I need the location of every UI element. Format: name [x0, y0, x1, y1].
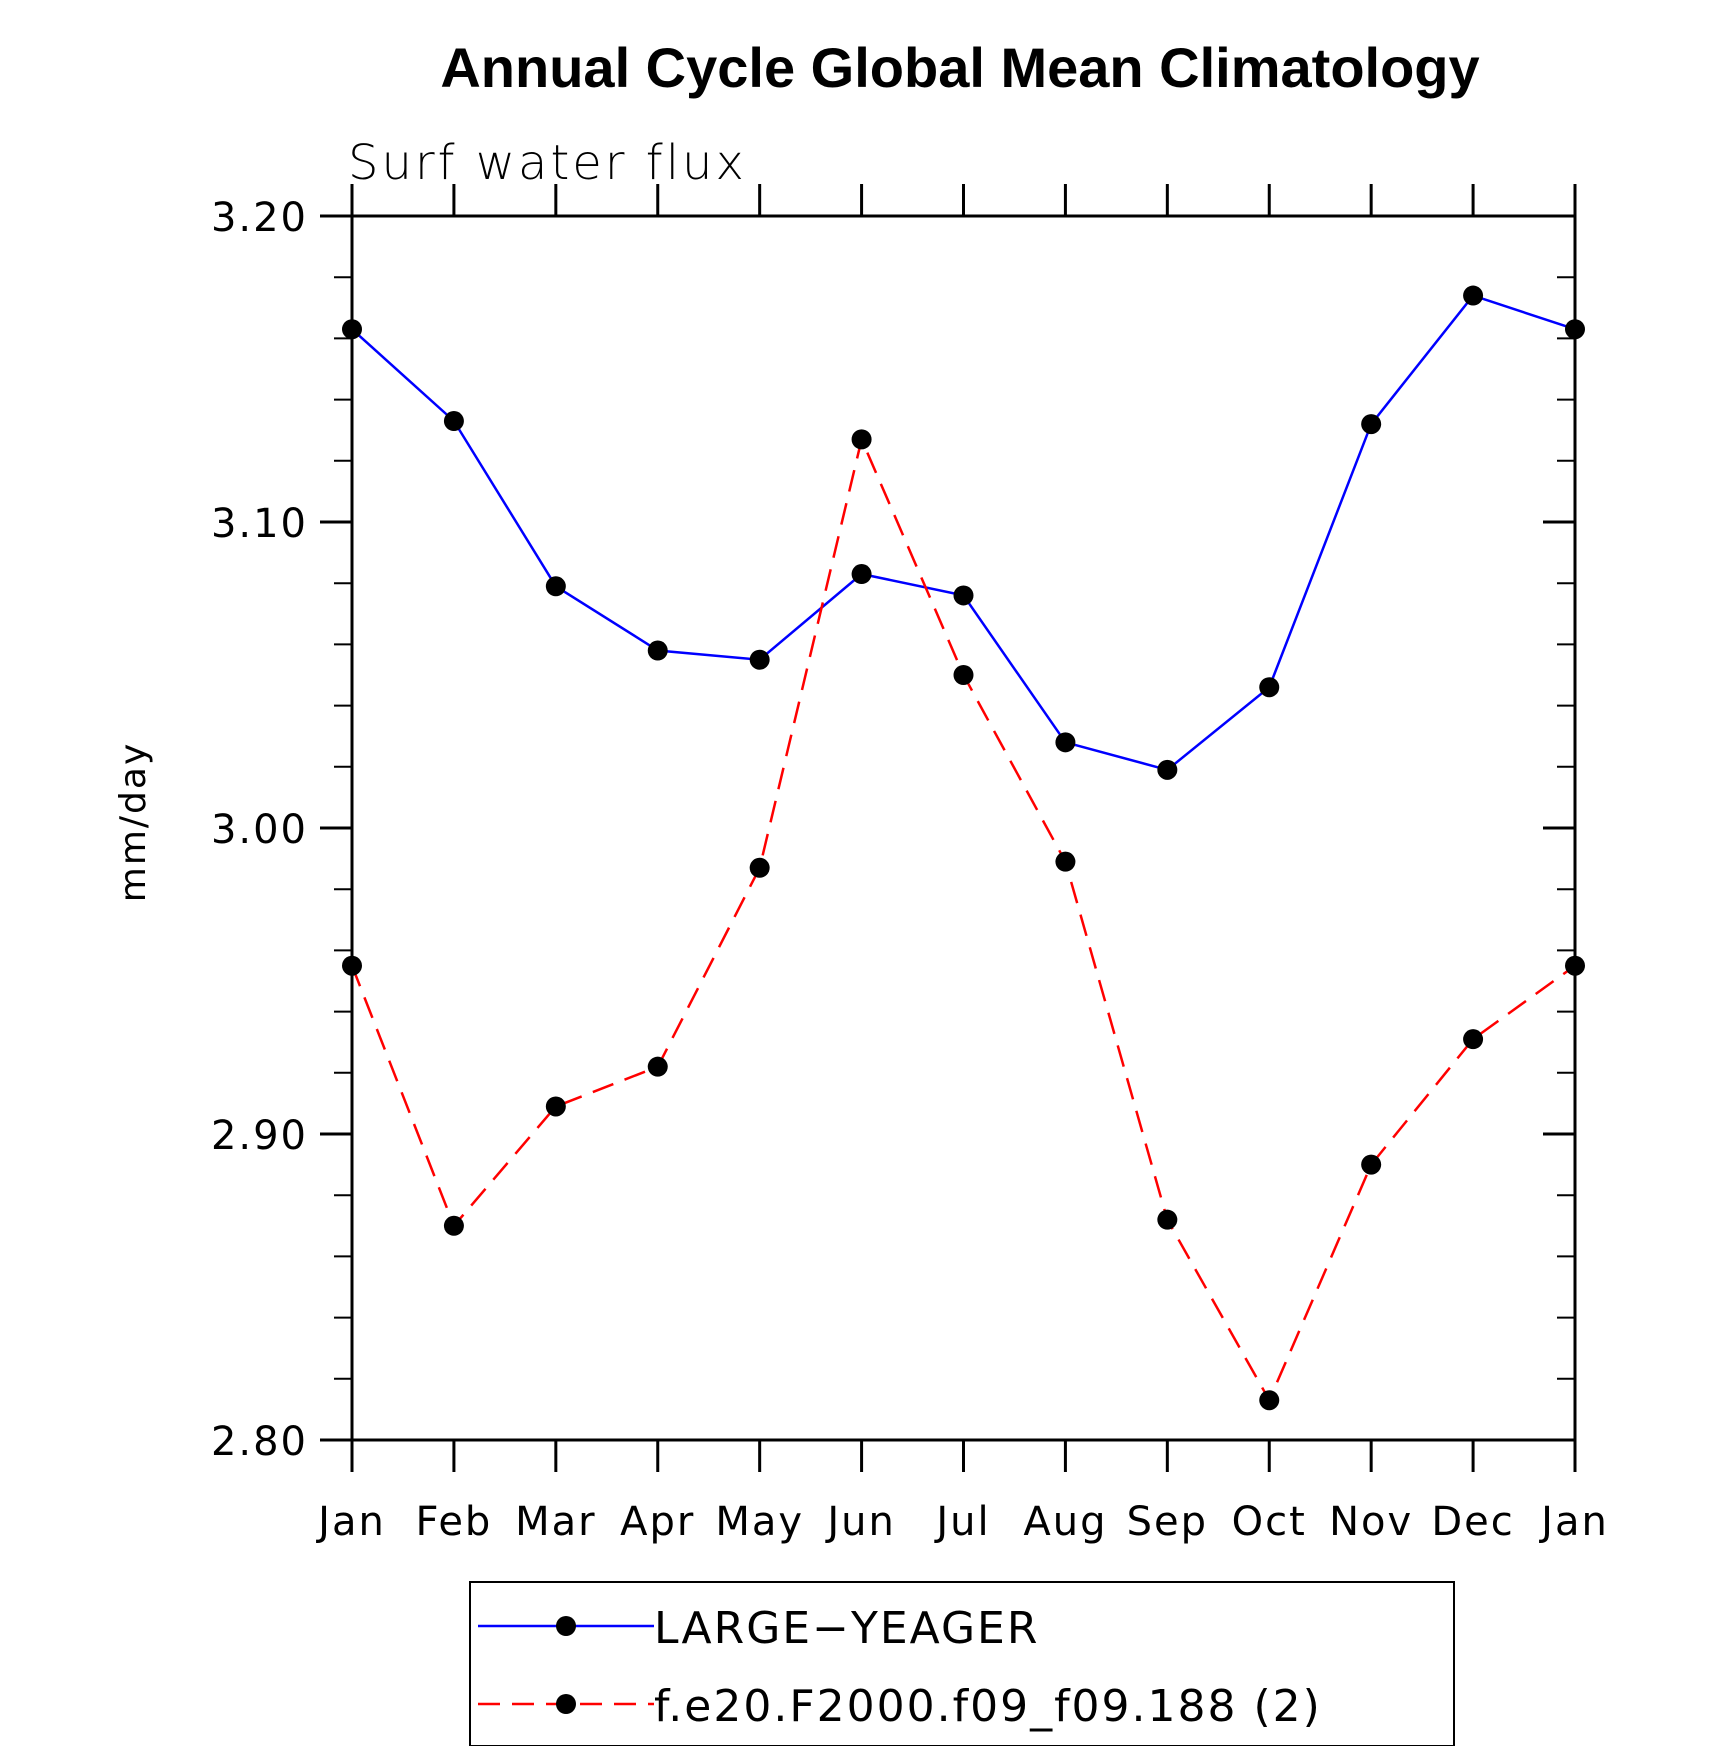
legend-marker-series-2 — [556, 1694, 576, 1714]
series-2-point — [953, 665, 974, 685]
chart-subtitle: Surf water flux — [348, 135, 747, 191]
series-1-point — [443, 411, 464, 432]
series-2-point — [1463, 1029, 1484, 1050]
y-tick-label: 3.00 — [211, 807, 308, 853]
series-2-point — [1157, 1209, 1178, 1230]
x-tick-label: Jan — [1538, 1499, 1609, 1545]
series-2-point — [545, 1096, 566, 1117]
series-2-point — [1259, 1390, 1280, 1411]
series-1-point — [1055, 732, 1076, 753]
series-2-point — [443, 1215, 464, 1236]
x-tick-label: Sep — [1127, 1499, 1208, 1545]
y-tick-label: 3.20 — [211, 195, 308, 241]
series-1-point — [851, 564, 872, 585]
series-layer — [342, 285, 1585, 1411]
series-1-point — [1157, 759, 1178, 780]
legend-label-series-1: LARGE−YEAGER — [654, 1603, 1039, 1654]
series-2-point — [647, 1056, 668, 1077]
x-tick-label: Feb — [416, 1499, 493, 1545]
y-tick-label: 3.10 — [211, 501, 308, 547]
x-tick-label: Dec — [1431, 1499, 1514, 1545]
series-1-point — [1361, 414, 1382, 435]
series-1-point — [1259, 677, 1280, 698]
series-2-point — [851, 429, 872, 450]
y-tick-label: 2.90 — [211, 1113, 308, 1159]
y-axis-label: mm/day — [113, 742, 154, 902]
legend: LARGE−YEAGER f.e20.F2000.f09_f09.188 (2) — [469, 1581, 1455, 1746]
series-1-point — [1463, 285, 1484, 306]
legend-box — [469, 1581, 1455, 1746]
series-2-point — [1055, 851, 1076, 872]
x-tick-label: Jan — [315, 1499, 386, 1545]
series-line-2 — [350, 435, 1576, 1404]
x-tick-label: Nov — [1329, 1499, 1413, 1545]
y-tick-label: 2.80 — [211, 1419, 308, 1465]
x-tick-labels: Jan Feb Mar Apr May Jun Jul Aug Sep Oct Nov Dec Jan — [315, 1499, 1609, 1545]
y-tick-labels: 3.20 3.10 3.00 2.90 2.80 — [211, 195, 308, 1465]
series-1-point — [953, 585, 974, 606]
plot-frame — [350, 214, 1577, 1442]
series-2-point — [1361, 1154, 1382, 1175]
series-line-1 — [351, 294, 1576, 772]
x-tick-label: Apr — [620, 1499, 695, 1545]
legend-label-series-2: f.e20.F2000.f09_f09.188 (2) — [654, 1681, 1322, 1732]
series-1-point — [647, 640, 668, 661]
series-2-point — [749, 857, 770, 878]
x-tick-label: Mar — [515, 1499, 596, 1545]
legend-marker-series-1 — [556, 1616, 576, 1636]
x-tick-label: Oct — [1232, 1499, 1307, 1545]
x-tick-label: Jun — [824, 1499, 896, 1545]
series-1-point — [545, 576, 566, 597]
x-tick-label: Aug — [1023, 1499, 1107, 1545]
chart-title: Annual Cycle Global Mean Climatology — [440, 36, 1479, 99]
series-1-point — [749, 649, 770, 670]
x-tick-label: Jul — [933, 1499, 990, 1545]
axis-ticks — [320, 184, 1577, 1472]
x-tick-label: May — [715, 1499, 804, 1545]
